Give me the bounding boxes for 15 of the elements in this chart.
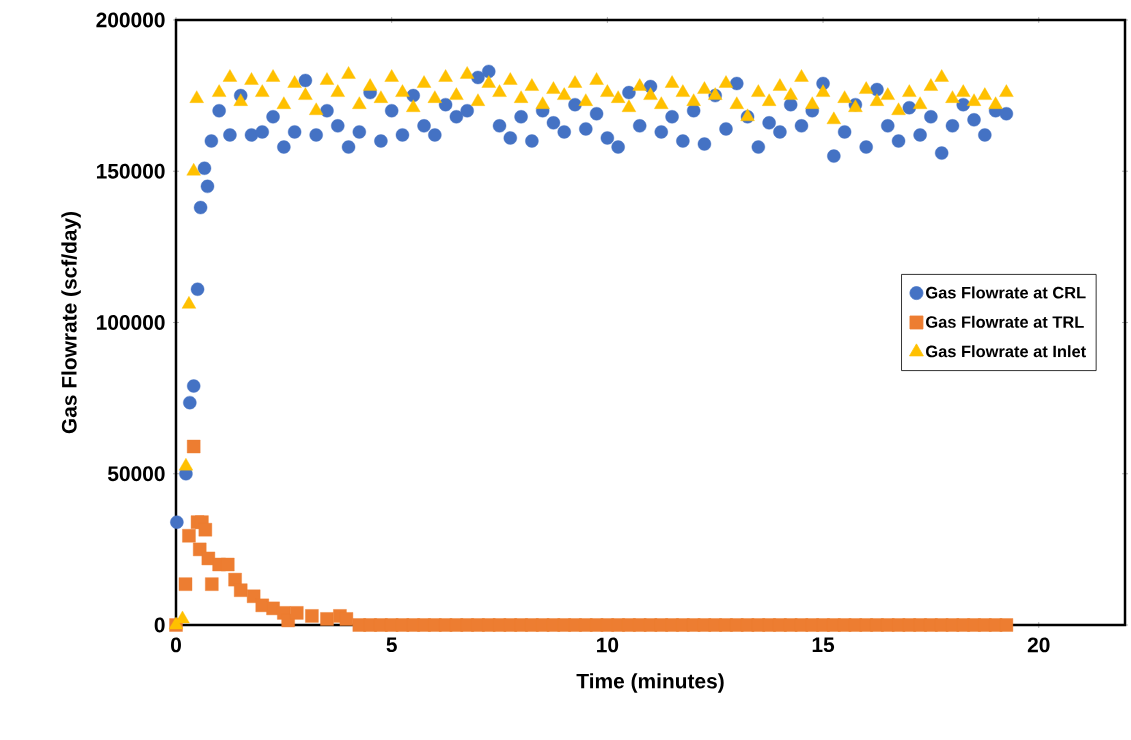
legend-label: Gas Flowrate at CRL bbox=[926, 286, 1086, 299]
x-axis-title: Time (minutes) bbox=[576, 673, 724, 693]
x-tick-label: 20 bbox=[1027, 637, 1050, 653]
x-tick-label: 10 bbox=[597, 637, 619, 653]
legend-label: Gas Flowrate at TRL bbox=[926, 315, 1084, 328]
y-tick-label: 100000 bbox=[96, 315, 165, 330]
y-tick-label: 150000 bbox=[96, 163, 165, 179]
y-tick-label: 200000 bbox=[96, 12, 165, 28]
x-tick-label: 15 bbox=[812, 637, 835, 653]
y-axis-title: Gas Flowrate (scf/day) bbox=[61, 211, 81, 434]
x-tick-label: 5 bbox=[386, 637, 397, 653]
x-tick-label: 0 bbox=[171, 637, 181, 653]
legend-label: Gas Flowrate at Inlet bbox=[926, 345, 1086, 358]
y-tick-label: 0 bbox=[154, 617, 165, 633]
y-tick-label: 50000 bbox=[107, 466, 165, 482]
